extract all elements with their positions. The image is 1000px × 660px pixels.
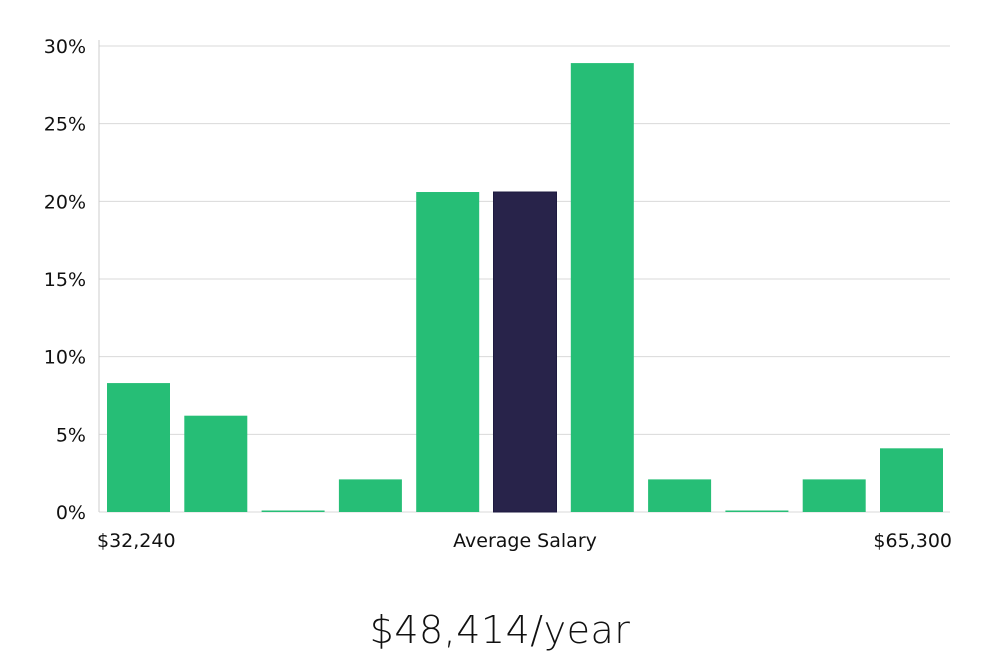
y-tick-label: 5% bbox=[56, 424, 86, 446]
bar bbox=[416, 192, 480, 512]
bars bbox=[107, 63, 943, 513]
x-label-max: $65,300 bbox=[873, 530, 952, 552]
bar bbox=[648, 479, 712, 512]
average-salary-headline: $48,414/year bbox=[369, 608, 631, 652]
y-tick-label: 25% bbox=[44, 114, 86, 136]
y-tick-label: 20% bbox=[44, 191, 86, 213]
y-tick-label: 15% bbox=[44, 269, 86, 291]
bar bbox=[184, 415, 248, 512]
bar-average-salary bbox=[493, 191, 557, 513]
y-tick-label: 30% bbox=[44, 36, 86, 58]
bar bbox=[570, 63, 634, 512]
salary-histogram-chart: 0% 5% 10% 15% 20% 25% 30% $32,240 Average Sala… bbox=[44, 36, 952, 552]
x-label-min: $32,240 bbox=[97, 530, 176, 552]
bar bbox=[802, 479, 866, 512]
bar bbox=[725, 510, 789, 512]
y-tick-label: 0% bbox=[56, 502, 86, 524]
y-axis-tick-labels: 0% 5% 10% 15% 20% 25% 30% bbox=[44, 36, 86, 524]
y-tick-label: 10% bbox=[44, 347, 86, 369]
bar bbox=[261, 510, 325, 512]
bar bbox=[107, 383, 170, 512]
bar bbox=[880, 448, 943, 512]
x-label-average: Average Salary bbox=[453, 530, 597, 552]
bar bbox=[338, 479, 402, 512]
